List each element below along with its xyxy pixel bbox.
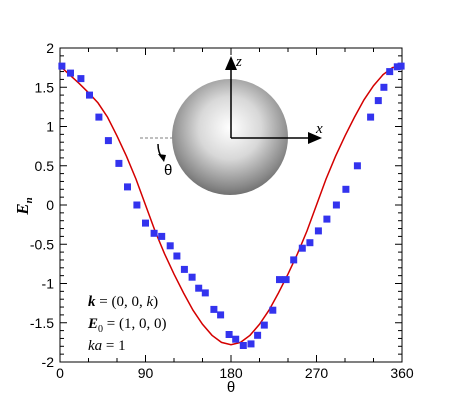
data-point bbox=[124, 183, 131, 191]
axis-ticks: 0 90 180 270 360 -2 -1.5 -1 -0.5 0 0.5 1 1.5 2 bbox=[30, 40, 414, 381]
series-line bbox=[59, 65, 403, 346]
theta-label: θ bbox=[164, 162, 172, 179]
data-point bbox=[393, 63, 401, 71]
data-point bbox=[150, 229, 158, 237]
data-point bbox=[133, 201, 141, 209]
data-point bbox=[332, 201, 340, 209]
x-tick-label: 180 bbox=[219, 365, 243, 381]
x-tick-label: 90 bbox=[138, 365, 154, 381]
x-tick-label: 360 bbox=[390, 365, 414, 381]
data-point bbox=[77, 75, 85, 83]
data-point bbox=[247, 340, 255, 348]
data-point bbox=[374, 97, 382, 105]
y-axis-title-main: E bbox=[13, 203, 32, 215]
data-point bbox=[217, 311, 225, 319]
data-point bbox=[260, 321, 268, 329]
data-point bbox=[173, 252, 181, 260]
data-point bbox=[353, 162, 361, 170]
data-point bbox=[367, 113, 375, 121]
data-point bbox=[314, 227, 322, 235]
annotation-k: k = (0, 0, k) bbox=[88, 294, 158, 310]
data-point bbox=[282, 276, 290, 284]
theta-arrow-head bbox=[158, 154, 166, 162]
data-point bbox=[166, 242, 174, 250]
data-point bbox=[67, 69, 74, 77]
data-point bbox=[269, 306, 277, 314]
parameter-annotation: k = (0, 0, k) E0 = (1, 0, 0) ka = 1 bbox=[87, 294, 166, 354]
y-tick-label: -1 bbox=[42, 276, 55, 292]
y-tick-label: -1.5 bbox=[30, 315, 54, 331]
x-arrow-head bbox=[308, 132, 322, 144]
data-point bbox=[298, 244, 306, 252]
data-point bbox=[142, 219, 149, 227]
data-point bbox=[95, 113, 103, 121]
data-point bbox=[380, 83, 388, 91]
annotation-e0: E0 = (1, 0, 0) bbox=[87, 316, 166, 335]
y-tick-label: 1.5 bbox=[35, 79, 55, 95]
data-point bbox=[254, 331, 262, 339]
data-point bbox=[58, 62, 66, 70]
y-axis-title: En bbox=[13, 197, 35, 215]
data-point bbox=[180, 265, 188, 273]
data-point bbox=[306, 239, 314, 247]
z-arrow-head bbox=[225, 56, 237, 70]
data-point bbox=[290, 256, 298, 264]
x-axis-title: θ bbox=[227, 379, 235, 396]
z-axis-label: z bbox=[235, 54, 242, 70]
x-axis-label: x bbox=[315, 121, 323, 137]
data-point bbox=[104, 137, 112, 145]
data-point bbox=[158, 232, 166, 240]
data-point bbox=[323, 215, 331, 223]
annotation-ka: ka = 1 bbox=[88, 338, 126, 354]
data-point bbox=[232, 335, 240, 343]
x-tick-label: 270 bbox=[305, 365, 329, 381]
y-tick-label: 0 bbox=[46, 197, 54, 213]
y-tick-label: -2 bbox=[42, 354, 55, 370]
y-tick-label: 0.5 bbox=[35, 158, 55, 174]
data-point bbox=[397, 62, 405, 70]
data-point bbox=[115, 159, 123, 167]
sphere bbox=[172, 79, 288, 195]
data-point bbox=[188, 273, 196, 281]
data-point bbox=[225, 331, 233, 338]
y-axis-title-sub: n bbox=[23, 197, 35, 203]
data-point bbox=[342, 185, 350, 193]
y-tick-label: -0.5 bbox=[30, 236, 54, 252]
data-point bbox=[201, 289, 209, 297]
data-point bbox=[210, 305, 218, 313]
data-point bbox=[195, 284, 203, 292]
y-tick-label: 1 bbox=[46, 119, 54, 135]
svg-text:En: En bbox=[13, 197, 35, 215]
data-point bbox=[239, 342, 247, 349]
y-tick-label: 2 bbox=[46, 40, 54, 56]
data-point bbox=[276, 276, 283, 284]
data-series bbox=[58, 62, 405, 349]
sphere-illustration: z x θ bbox=[140, 54, 323, 195]
data-point bbox=[86, 91, 93, 99]
data-point bbox=[386, 68, 394, 76]
x-tick-label: 0 bbox=[56, 365, 64, 381]
